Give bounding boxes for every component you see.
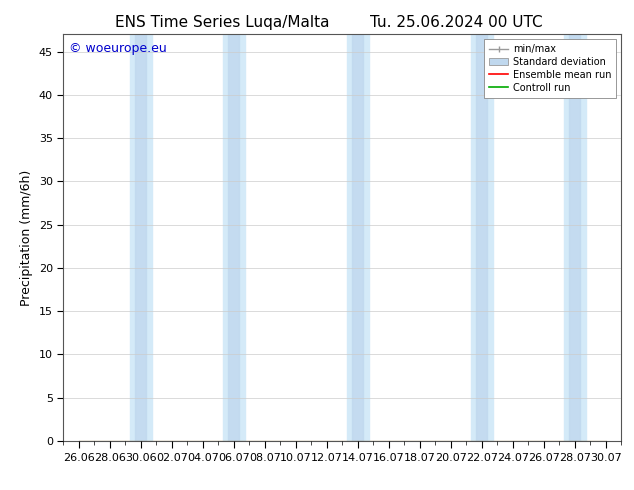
- Bar: [471, 34, 493, 441]
- Bar: [353, 34, 363, 441]
- Bar: [223, 34, 245, 441]
- Bar: [228, 34, 239, 441]
- Bar: [136, 34, 146, 441]
- Bar: [130, 34, 152, 441]
- Bar: [347, 34, 369, 441]
- Bar: [569, 34, 580, 441]
- Text: Tu. 25.06.2024 00 UTC: Tu. 25.06.2024 00 UTC: [370, 15, 543, 30]
- Y-axis label: Precipitation (mm/6h): Precipitation (mm/6h): [20, 170, 34, 306]
- Text: © woeurope.eu: © woeurope.eu: [69, 43, 167, 55]
- Bar: [564, 34, 586, 441]
- Legend: min/max, Standard deviation, Ensemble mean run, Controll run: min/max, Standard deviation, Ensemble me…: [484, 39, 616, 98]
- Text: ENS Time Series Luqa/Malta: ENS Time Series Luqa/Malta: [115, 15, 329, 30]
- Bar: [476, 34, 488, 441]
